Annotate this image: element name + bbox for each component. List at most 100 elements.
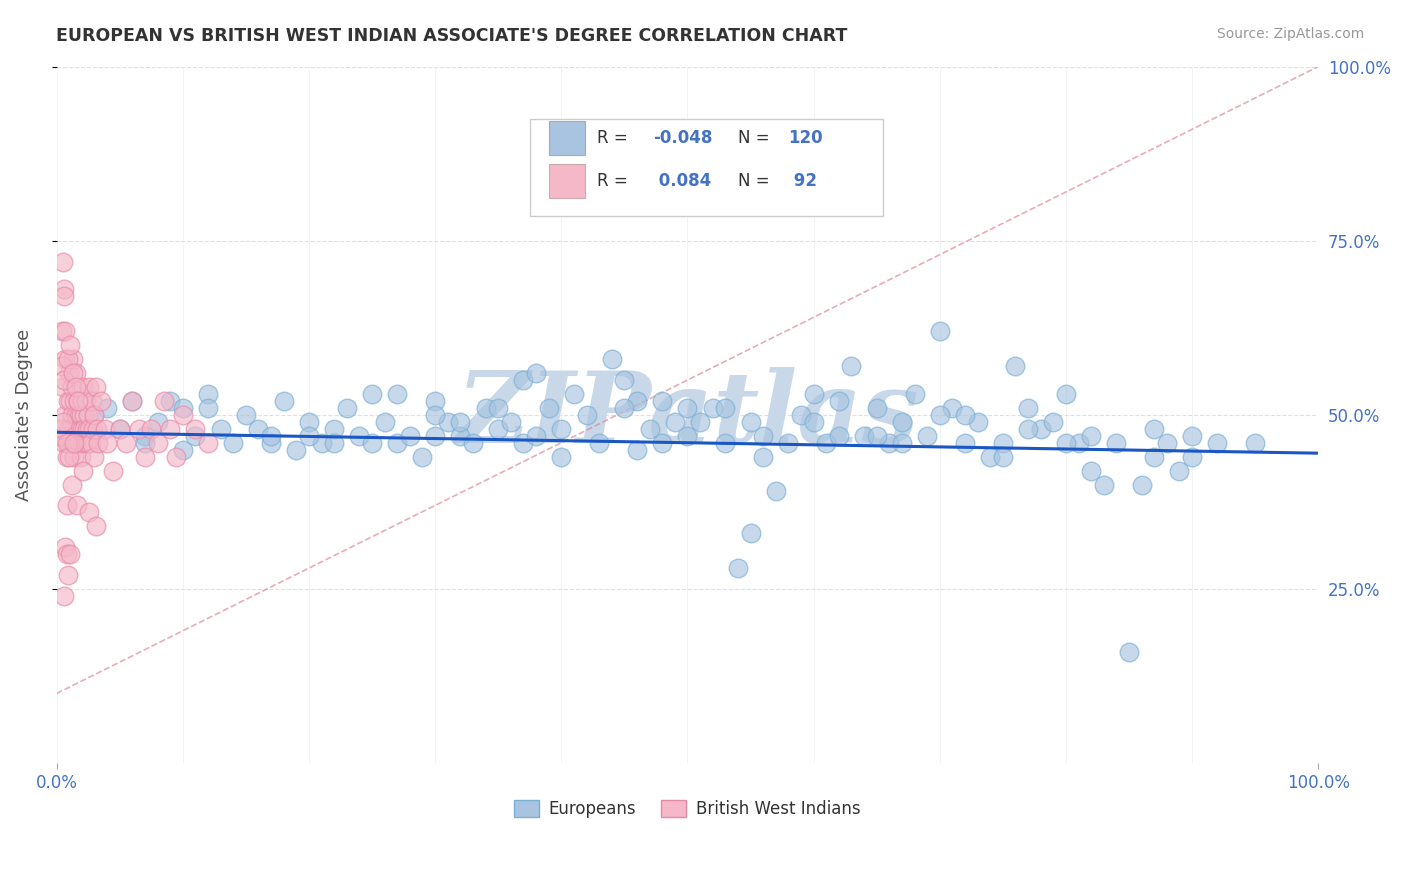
- Point: [361, 387, 384, 401]
- Point: [803, 415, 825, 429]
- Point: [72, 464, 94, 478]
- Point: [80, 393, 103, 408]
- Point: [1029, 422, 1052, 436]
- Point: [991, 450, 1014, 464]
- Point: [298, 415, 321, 429]
- Point: [128, 422, 150, 436]
- Point: [436, 415, 458, 429]
- Point: [197, 387, 219, 401]
- Point: [93, 422, 115, 436]
- Point: [714, 401, 737, 415]
- Point: [374, 415, 396, 429]
- Point: [66, 422, 89, 436]
- Point: [1143, 450, 1166, 464]
- Point: [664, 415, 686, 429]
- Text: 92: 92: [789, 172, 817, 190]
- Point: [70, 429, 93, 443]
- Point: [387, 387, 409, 401]
- Point: [65, 380, 87, 394]
- Point: [651, 435, 673, 450]
- Point: [1080, 464, 1102, 478]
- Text: Source: ZipAtlas.com: Source: ZipAtlas.com: [1216, 27, 1364, 41]
- Point: [1017, 401, 1039, 415]
- Point: [121, 393, 143, 408]
- Point: [953, 435, 976, 450]
- Point: [66, 435, 89, 450]
- Point: [87, 435, 110, 450]
- Point: [991, 435, 1014, 450]
- Point: [55, 352, 77, 367]
- Point: [676, 429, 699, 443]
- Point: [79, 435, 101, 450]
- Point: [285, 442, 308, 457]
- Point: [1054, 435, 1077, 450]
- Point: [59, 547, 82, 561]
- Point: [524, 429, 547, 443]
- Point: [72, 380, 94, 394]
- Point: [1168, 464, 1191, 478]
- Point: [423, 393, 446, 408]
- Point: [52, 254, 75, 268]
- Point: [63, 450, 86, 464]
- Point: [260, 429, 283, 443]
- Point: [166, 450, 188, 464]
- Point: [461, 435, 484, 450]
- Point: [172, 408, 194, 422]
- Point: [411, 450, 433, 464]
- Point: [1130, 477, 1153, 491]
- Point: [84, 380, 107, 394]
- Point: [172, 401, 194, 415]
- Point: [60, 477, 83, 491]
- Point: [55, 547, 77, 561]
- Point: [56, 352, 79, 367]
- Point: [76, 422, 98, 436]
- Point: [67, 422, 90, 436]
- Point: [141, 422, 163, 436]
- Point: [55, 435, 77, 450]
- Point: [73, 422, 96, 436]
- Point: [803, 387, 825, 401]
- Point: [83, 408, 105, 422]
- Point: [55, 324, 77, 338]
- Point: [1054, 387, 1077, 401]
- Point: [613, 373, 636, 387]
- Point: [53, 283, 76, 297]
- Point: [474, 401, 496, 415]
- Text: ZIPatlas: ZIPatlas: [457, 367, 918, 463]
- Point: [197, 401, 219, 415]
- Point: [86, 422, 108, 436]
- Point: [65, 366, 87, 380]
- Point: [67, 393, 90, 408]
- Point: [56, 422, 79, 436]
- Point: [58, 435, 80, 450]
- Point: [1105, 435, 1128, 450]
- Point: [449, 429, 471, 443]
- Point: [103, 464, 125, 478]
- Point: [134, 450, 156, 464]
- Point: [752, 429, 775, 443]
- Point: [108, 422, 131, 436]
- Point: [62, 422, 84, 436]
- Point: [56, 568, 79, 582]
- Point: [63, 393, 86, 408]
- Point: [866, 401, 889, 415]
- Text: N =: N =: [738, 129, 775, 147]
- Point: [75, 393, 97, 408]
- Point: [70, 393, 93, 408]
- Point: [928, 408, 950, 422]
- Point: [184, 422, 207, 436]
- Point: [1143, 422, 1166, 436]
- Point: [866, 429, 889, 443]
- Point: [197, 435, 219, 450]
- Point: [853, 429, 876, 443]
- Text: 120: 120: [789, 129, 823, 147]
- Y-axis label: Associate's Degree: Associate's Degree: [15, 329, 32, 501]
- Point: [486, 401, 509, 415]
- Point: [56, 393, 79, 408]
- Point: [890, 435, 912, 450]
- Point: [740, 526, 762, 541]
- Point: [399, 429, 422, 443]
- Point: [714, 435, 737, 450]
- Text: N =: N =: [738, 172, 775, 190]
- Point: [1004, 359, 1026, 373]
